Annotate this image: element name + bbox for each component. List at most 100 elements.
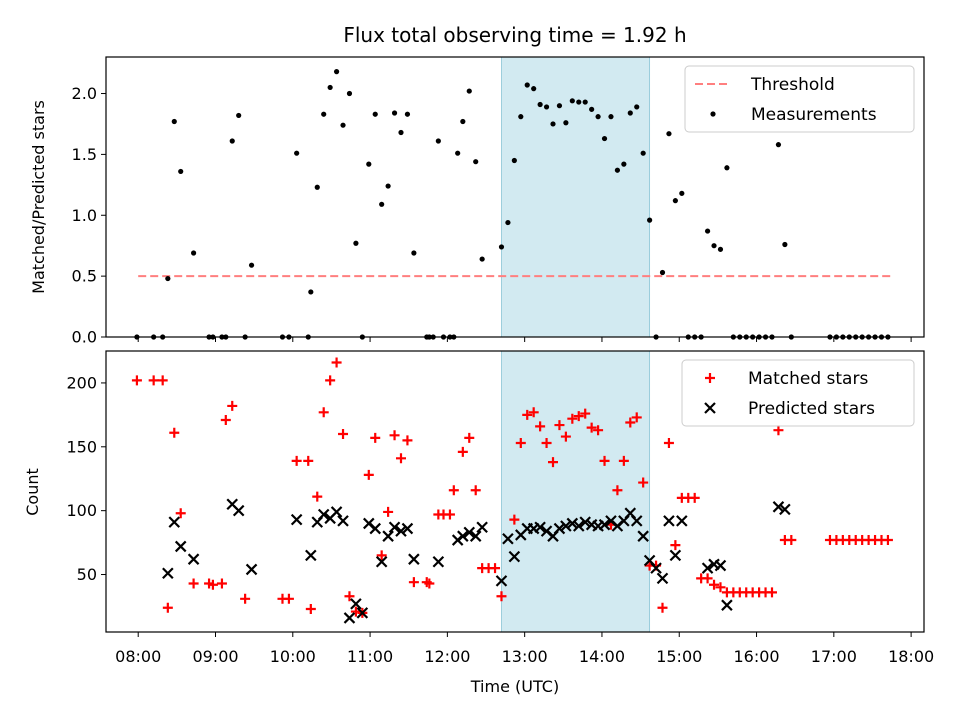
- measurement-point: [379, 201, 385, 207]
- matched-star-marker: [528, 407, 539, 418]
- matched-star-marker: [766, 587, 777, 598]
- measurement-point: [627, 110, 633, 116]
- measurement-point: [524, 82, 530, 88]
- predicted-star-marker: [553, 522, 566, 535]
- matched-star-marker: [882, 535, 893, 546]
- matched-star-marker: [338, 429, 349, 440]
- bottom-y-tick-label: 150: [66, 437, 97, 456]
- legend-label: Predicted stars: [748, 399, 875, 419]
- matched-star-marker: [554, 420, 565, 431]
- measurement-point: [171, 118, 177, 125]
- matched-star-marker: [612, 485, 623, 496]
- matched-star-marker: [305, 604, 316, 615]
- measurement-point: [333, 69, 340, 75]
- x-tick-label: 14:00: [579, 647, 625, 666]
- legend-matched-swatch: [705, 373, 715, 383]
- measurement-point: [601, 135, 608, 142]
- matched-star-marker: [548, 457, 559, 468]
- measurement-point: [775, 142, 782, 148]
- measurement-point: [704, 228, 711, 234]
- measurement-point: [314, 184, 320, 190]
- bottom-y-tick-label: 200: [66, 373, 97, 392]
- top-legend: Threshold Measurements: [684, 65, 915, 133]
- measurement-point: [659, 269, 666, 276]
- matched-star-marker: [657, 602, 668, 613]
- x-tick-label: 17:00: [811, 647, 857, 666]
- bottom-y-axis-label: Count: [23, 468, 42, 516]
- top-y-tick-label: 2.0: [72, 84, 97, 103]
- measurement-point: [460, 118, 466, 125]
- measurement-point: [589, 106, 595, 112]
- x-tick-label: 15:00: [656, 647, 702, 666]
- measurement-point: [385, 183, 391, 189]
- matched-star-marker: [370, 432, 381, 443]
- matched-star-marker: [444, 509, 455, 520]
- predicted-star-marker: [598, 518, 611, 531]
- measurement-point: [479, 256, 485, 262]
- predicted-star-marker: [779, 503, 791, 516]
- predicted-star-marker: [168, 516, 181, 528]
- measurement-point: [435, 138, 441, 144]
- matched-star-marker: [169, 427, 180, 438]
- predicted-star-marker: [469, 530, 482, 542]
- x-tick-label: 10:00: [270, 647, 316, 666]
- matched-star-marker: [227, 400, 238, 411]
- predicted-star-marker: [701, 562, 714, 574]
- chart-title: Flux total observing time = 1.92 h: [343, 23, 686, 47]
- matched-star-marker: [157, 375, 168, 386]
- top-y-tick-label: 0.5: [72, 267, 97, 286]
- matched-star-marker: [573, 411, 584, 422]
- matched-star-marker: [470, 485, 481, 496]
- measurement-point: [229, 138, 235, 144]
- predicted-star-marker: [395, 525, 407, 537]
- matched-star-marker: [220, 414, 231, 425]
- matched-star-marker: [496, 591, 507, 602]
- matched-star-marker: [515, 437, 526, 448]
- matched-star-marker: [599, 455, 610, 466]
- measurement-point: [165, 275, 171, 282]
- predicted-star-marker: [495, 575, 508, 587]
- predicted-star-marker: [375, 555, 388, 568]
- matched-star-marker: [383, 506, 394, 517]
- measurement-point: [537, 101, 543, 108]
- bottom-panel: 50 100 150 200 08:00 09:00 10:00 11:00 12:00 13:0…: [66, 350, 934, 666]
- matched-star-marker: [522, 409, 533, 420]
- predicted-star-marker: [714, 559, 727, 572]
- legend-box: [681, 359, 915, 427]
- matched-star-marker: [283, 593, 294, 604]
- matched-star-marker: [618, 455, 629, 466]
- predicted-star-marker: [566, 517, 579, 530]
- x-tick-label: 16:00: [733, 647, 779, 666]
- matched-star-marker: [448, 485, 459, 496]
- predicted-star-marker: [476, 521, 488, 534]
- matched-star-marker: [318, 407, 329, 418]
- x-tick-label: 12:00: [424, 647, 470, 666]
- x-tick-label: 08:00: [115, 647, 161, 666]
- top-axes-frame: [105, 56, 925, 338]
- predicted-star-marker: [630, 515, 643, 527]
- predicted-star-marker: [187, 553, 200, 565]
- measurement-point: [717, 246, 724, 252]
- predicted-star-marker: [245, 563, 258, 576]
- predicted-star-marker: [290, 513, 303, 526]
- x-tick-label: 13:00: [502, 647, 548, 666]
- predicted-star-marker: [174, 540, 187, 553]
- top-shaded-interval: [501, 56, 651, 338]
- measurement-point: [782, 241, 788, 248]
- matched-star-marker: [670, 540, 681, 551]
- matched-star-marker: [580, 408, 591, 419]
- matched-star-marker: [663, 437, 674, 448]
- predicted-star-marker: [650, 562, 662, 574]
- bottom-axes-frame: [105, 350, 925, 633]
- matched-star-marker: [363, 469, 374, 480]
- predicted-star-marker: [408, 553, 420, 565]
- measurement-point: [411, 250, 417, 256]
- measurement-point: [621, 161, 627, 167]
- measurement-point: [505, 219, 511, 226]
- measurement-point: [595, 114, 601, 120]
- predicted-star-marker: [232, 504, 245, 517]
- matched-star-marker: [303, 455, 314, 466]
- measurement-point: [190, 250, 197, 256]
- matched-star-marker: [567, 413, 578, 424]
- predicted-star-marker: [388, 521, 401, 534]
